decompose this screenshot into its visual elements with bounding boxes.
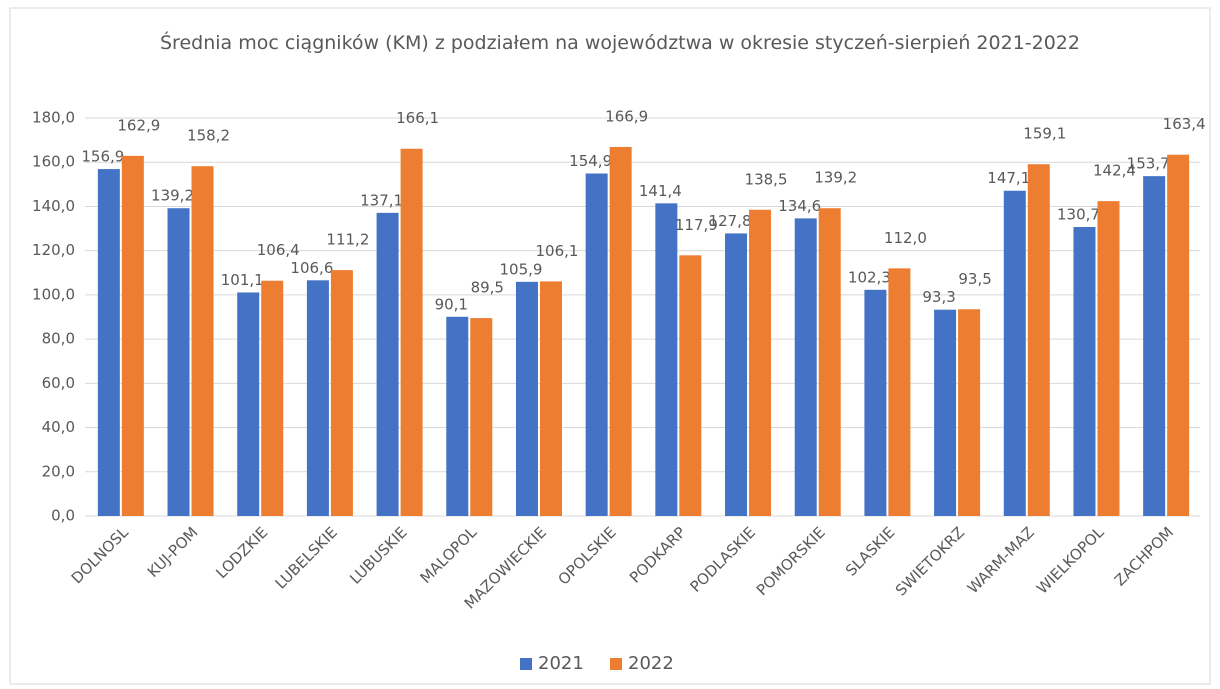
legend-label: 2021 — [538, 653, 584, 674]
y-tick-label: 100,0 — [32, 285, 75, 303]
y-tick-label: 120,0 — [32, 241, 75, 259]
bar — [609, 146, 632, 516]
bar — [679, 255, 702, 516]
y-tick-label: 60,0 — [42, 374, 75, 392]
bar — [958, 309, 981, 516]
data-label: 156,9 — [81, 148, 124, 166]
data-label: 112,0 — [884, 229, 927, 247]
bar — [585, 173, 608, 516]
data-label: 147,1 — [987, 169, 1030, 187]
data-label: 142,4 — [1093, 162, 1136, 180]
y-tick-label: 140,0 — [32, 197, 75, 215]
y-tick-label: 80,0 — [42, 330, 75, 348]
bar — [749, 209, 772, 516]
y-tick-label: 20,0 — [42, 462, 75, 480]
bar — [446, 316, 469, 516]
data-label: 93,3 — [922, 288, 955, 306]
bar — [1073, 227, 1096, 516]
data-label: 89,5 — [471, 279, 504, 297]
bar — [539, 281, 562, 516]
data-label: 127,8 — [709, 212, 752, 230]
bar — [515, 281, 538, 516]
data-label: 158,2 — [187, 127, 230, 145]
data-label: 153,7 — [1127, 155, 1170, 173]
bar — [261, 280, 284, 516]
bar — [121, 155, 144, 516]
bar — [794, 218, 817, 516]
data-label: 139,2 — [814, 169, 857, 187]
y-tick-label: 160,0 — [32, 153, 75, 171]
data-label: 102,3 — [848, 268, 891, 286]
data-label: 106,4 — [257, 241, 300, 259]
data-label: 130,7 — [1057, 206, 1100, 224]
bar — [167, 208, 190, 517]
data-label: 90,1 — [435, 295, 468, 313]
bar — [818, 208, 841, 517]
data-label: 101,1 — [221, 271, 264, 289]
data-label: 134,6 — [778, 197, 821, 215]
y-tick-label: 180,0 — [32, 109, 75, 127]
chart-title: Średnia moc ciągników (KM) z podziałem n… — [160, 32, 1080, 54]
bar — [97, 169, 120, 516]
bar — [655, 203, 678, 517]
data-label: 154,9 — [569, 152, 612, 170]
data-label: 117,9 — [675, 216, 718, 234]
bar — [934, 309, 957, 516]
bar — [237, 292, 260, 516]
data-label: 139,2 — [151, 187, 194, 205]
data-label: 166,9 — [605, 107, 648, 125]
bar — [1097, 201, 1120, 517]
legend-swatch — [520, 658, 532, 670]
bar — [191, 166, 214, 517]
data-label: 105,9 — [499, 260, 542, 278]
bar — [725, 233, 748, 517]
bar — [376, 212, 399, 516]
bar — [1003, 190, 1026, 517]
data-label: 141,4 — [639, 182, 682, 200]
data-label: 166,1 — [396, 109, 439, 127]
bar — [1143, 176, 1166, 516]
bar — [1027, 164, 1050, 516]
y-tick-label: 0,0 — [51, 507, 75, 525]
bar — [330, 270, 353, 516]
bar — [400, 148, 423, 517]
bar — [1167, 154, 1190, 516]
data-label: 137,1 — [360, 191, 403, 209]
bar — [470, 318, 493, 516]
bar — [888, 268, 911, 516]
bar — [306, 280, 329, 516]
data-label: 138,5 — [745, 170, 788, 188]
data-label: 106,1 — [535, 242, 578, 260]
y-tick-label: 40,0 — [42, 418, 75, 436]
data-label: 111,2 — [326, 231, 369, 249]
data-label: 159,1 — [1023, 125, 1066, 143]
data-label: 162,9 — [117, 116, 160, 134]
bar — [864, 289, 887, 516]
legend-swatch — [610, 658, 622, 670]
legend-label: 2022 — [628, 653, 674, 674]
data-label: 163,4 — [1163, 115, 1206, 133]
data-label: 93,5 — [958, 270, 991, 288]
data-label: 106,6 — [290, 259, 333, 277]
